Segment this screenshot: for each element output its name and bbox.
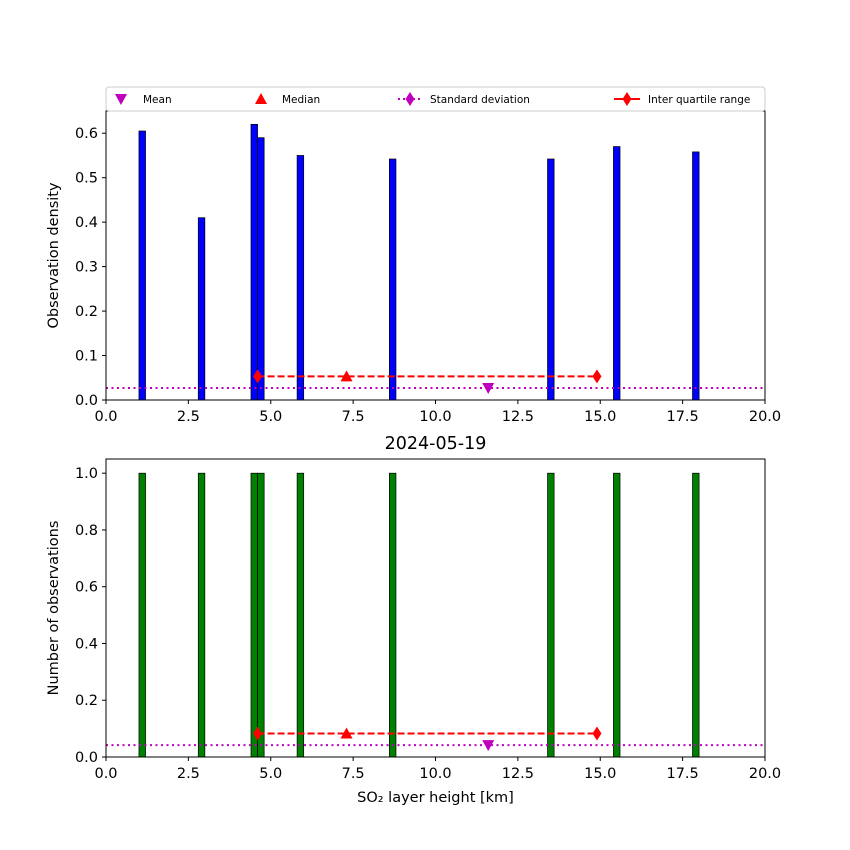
x-tick-label: 0.0 — [94, 766, 117, 782]
x-tick-label: 20.0 — [749, 766, 781, 782]
legend-median-marker — [255, 93, 267, 104]
y-tick-label: 0.1 — [75, 349, 98, 365]
histogram-bar — [138, 472, 146, 758]
x-tick-label: 15.0 — [584, 766, 616, 782]
y-tick-label: 0.4 — [75, 215, 98, 231]
histogram-bar — [257, 137, 265, 401]
axes-1: 0.0 2.5 5.0 7.5 10.0 12.5 15.0 17.5 20.0 0.0 0.1 0.… — [46, 110, 781, 425]
mean-marker — [482, 382, 495, 394]
histogram-bar — [613, 146, 621, 401]
legend-mean-marker — [115, 94, 127, 105]
y-tick-label: 0.6 — [75, 580, 98, 596]
histogram-bar — [250, 123, 258, 401]
y-tick-label: 0.5 — [75, 171, 98, 187]
histogram-bar — [250, 472, 258, 758]
histogram-bar — [692, 472, 700, 758]
histogram-bar — [296, 155, 305, 401]
iqr-end-marker — [592, 369, 602, 384]
x-tick-label: 10.0 — [419, 409, 451, 425]
x-tick-label: 5.0 — [259, 766, 282, 782]
legend-iqr-label: Inter quartile range — [648, 94, 750, 106]
x-tick-label: 12.5 — [502, 766, 534, 782]
y-tick-label: 0.3 — [75, 260, 98, 276]
histogram-bar — [296, 472, 305, 758]
y-tick-label: 0.6 — [75, 126, 98, 142]
x-tick-label: 0.0 — [94, 409, 117, 425]
y-tick-label: 0.0 — [75, 750, 98, 766]
y-tick-label: 1.0 — [75, 466, 98, 482]
legend-mean-label: Mean — [143, 94, 172, 106]
x-tick-label: 7.5 — [342, 766, 365, 782]
x-tick-label: 17.5 — [666, 766, 698, 782]
iqr-start-marker — [253, 369, 263, 384]
y-axis-label: Observation density — [46, 182, 62, 328]
histogram-bar — [197, 217, 206, 401]
y-tick-label: 0.8 — [75, 523, 98, 539]
x-tick-label: 20.0 — [749, 409, 781, 425]
legend-iqr-marker — [622, 92, 632, 106]
median-marker — [340, 727, 353, 739]
histogram-bar — [138, 130, 146, 401]
axes-2: 0.0 2.5 5.0 7.5 10.0 12.5 15.0 17.5 20.0 0.0 0.2 0.… — [46, 434, 781, 806]
histogram-bar — [547, 472, 555, 758]
histogram-bar — [197, 472, 206, 758]
median-marker — [340, 370, 353, 382]
x-tick-label: 2.5 — [177, 409, 200, 425]
histogram-bar — [692, 151, 700, 401]
histogram-bar — [257, 472, 265, 758]
x-tick-label: 2.5 — [177, 766, 200, 782]
legend-frame — [105, 86, 766, 112]
y-tick-label: 0.0 — [75, 393, 98, 409]
mean-marker — [482, 740, 495, 752]
x-tick-label: 17.5 — [666, 409, 698, 425]
histogram-bar — [613, 472, 621, 758]
chart-title: 2024-05-19 — [385, 434, 487, 454]
x-axis-label: SO₂ layer height [km] — [357, 790, 514, 806]
histogram-bar — [389, 472, 397, 758]
legend: Mean Median Standard deviation Inter quarti… — [105, 86, 766, 112]
histogram-bar — [547, 158, 555, 401]
legend-median-label: Median — [282, 94, 320, 106]
legend-std-marker — [405, 92, 415, 106]
x-tick-label: 5.0 — [259, 409, 282, 425]
y-tick-label: 0.2 — [75, 304, 98, 320]
y-tick-label: 0.2 — [75, 693, 98, 709]
x-tick-label: 10.0 — [419, 766, 451, 782]
x-tick-label: 7.5 — [342, 409, 365, 425]
iqr-end-marker — [592, 726, 602, 741]
y-axis-label: Number of observations — [46, 521, 62, 696]
iqr-start-marker — [253, 726, 263, 741]
legend-std-label: Standard deviation — [430, 94, 530, 106]
y-tick-label: 0.4 — [75, 636, 98, 652]
histogram-bar — [389, 158, 397, 401]
x-tick-label: 12.5 — [502, 409, 534, 425]
x-tick-label: 15.0 — [584, 409, 616, 425]
